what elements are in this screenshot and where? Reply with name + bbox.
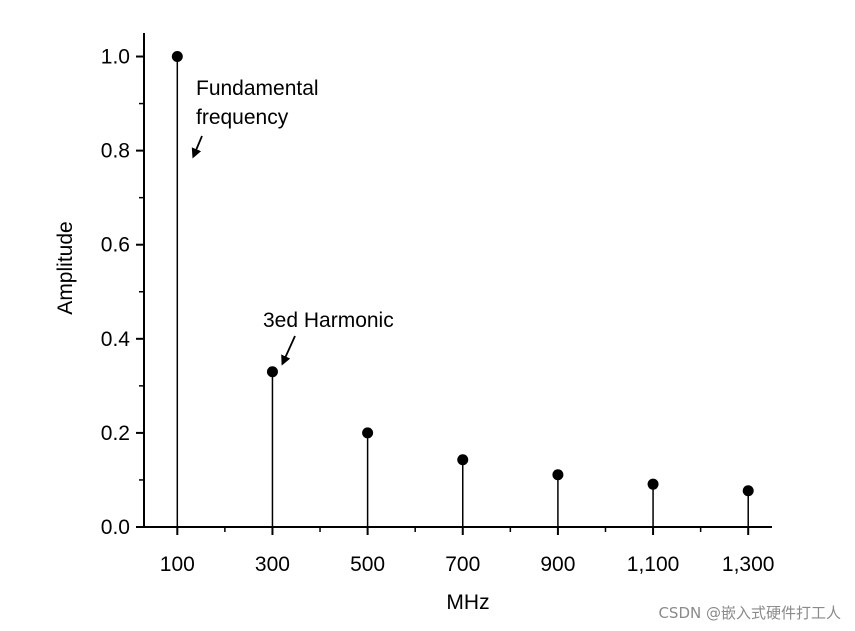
stem-marker [742,485,754,497]
x-tick-label: 700 [445,553,480,576]
stem-marker [457,454,469,466]
y-tick-label: 0.2 [101,422,130,445]
x-tick-label: 100 [160,553,195,576]
x-tick-label: 500 [350,553,385,576]
stem-marker [266,366,278,378]
stem-marker [647,478,659,490]
fundamental-annotation-text: frequency [196,106,289,129]
watermark: CSDN @嵌入式硬件打工人 [658,604,841,622]
stem-marker [552,469,564,481]
x-axis-title: MHz [446,591,489,614]
x-tick-label: 1,100 [627,553,680,576]
harmonic-arrow [281,335,296,366]
y-tick-label: 0.4 [101,328,131,351]
x-tick-label: 900 [540,553,575,576]
stems [171,51,754,527]
axes: 0.0 0.2 0.4 0.6 0.8 1.0 100 300 500 700 900 1,100 1,… [101,33,775,576]
x-tick-label: 1,300 [722,553,775,576]
y-tick-label: 0.8 [101,140,130,163]
fundamental-annotation-text: Fundamental [196,77,319,100]
y-tick-label: 0.6 [101,234,130,257]
annotations: Fundamental frequency 3ed Harmonic [191,77,394,366]
fundamental-arrow [191,135,203,159]
x-tick-label: 300 [255,553,290,576]
stem-marker [171,51,183,63]
harmonic-annotation-text: 3ed Harmonic [263,309,394,332]
y-axis-title: Amplitude [54,221,77,314]
y-tick-label: 0.0 [101,516,130,539]
y-tick-label: 1.0 [101,46,130,69]
stem-marker [362,427,374,439]
